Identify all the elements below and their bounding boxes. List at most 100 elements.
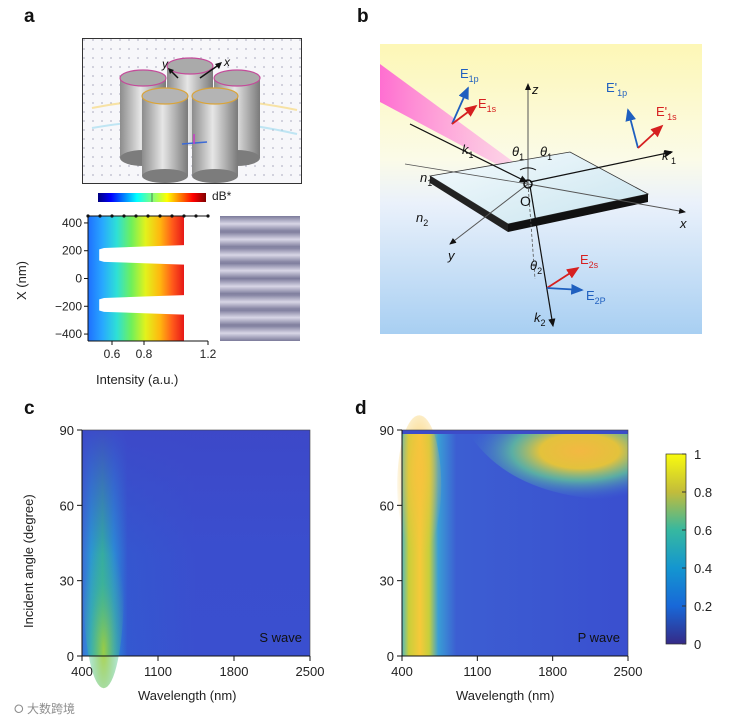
colorbar-d-tick-label: 0.8: [694, 485, 712, 500]
profile-xtick-label: 0.6: [104, 347, 121, 361]
heatmap-d-ytick-label: 90: [380, 423, 394, 438]
heatmap-c-ytick-label: 90: [60, 423, 74, 438]
heatmap-c-ytick-label: 30: [60, 574, 74, 589]
heatmap-c-xtick-label: 1800: [220, 664, 249, 679]
y-axis: [449, 183, 529, 245]
label-n1: n1: [420, 170, 432, 188]
field-stripe: [220, 278, 300, 295]
colorbar-d-tick-label: 1: [694, 447, 701, 462]
heatmap-d-xtick-label: 1100: [463, 664, 491, 679]
d-xlabel: Wavelength (nm): [456, 688, 555, 703]
c-ylabel: Incident angle (degree): [21, 494, 36, 628]
heatmap-d-ytick-label: 30: [380, 574, 394, 589]
profile-ytick-label: −400: [55, 327, 82, 341]
label-n2: n2: [416, 210, 428, 228]
label-E1p: E1p: [460, 66, 479, 84]
colorbar-d-tick-label: 0.6: [694, 523, 712, 538]
field-stripe: [220, 231, 300, 248]
panel-label-b: b: [357, 6, 369, 27]
heatmap-d-topedge: [402, 430, 628, 434]
label-z: z: [531, 82, 539, 97]
field-stripe: [220, 216, 300, 232]
label-Ep1s: E'1s: [656, 104, 677, 122]
profile-top-marker: [110, 214, 114, 218]
heatmap-d-highangle: [466, 430, 628, 501]
field-stripe: [220, 325, 300, 341]
profile-top-marker: [206, 214, 210, 218]
label-k2: k2: [534, 310, 546, 328]
label-y: y: [447, 248, 456, 263]
colorbar-a: [98, 193, 206, 202]
E2p-arrow: [546, 283, 584, 295]
k1-reflected-ray: [529, 149, 674, 183]
k1-ray: [409, 123, 529, 183]
field-stripe: [220, 262, 300, 279]
panel-label-c: c: [24, 398, 35, 419]
profile-chart: 400 200 0 −200 −400 0.6 0.8 1.2: [55, 214, 300, 361]
heatmaps-figure: 1 0.8 0.6 0.4 0.2 0 0 30 60 90 400 1100 1800 2500 S w…: [60, 415, 712, 689]
rod-axis-x: x: [223, 55, 231, 69]
k2-ray: [529, 185, 556, 328]
label-theta1a: θ1: [512, 144, 524, 162]
heatmap-d-xtick-label: 1800: [538, 664, 567, 679]
profile-ytick-label: 400: [62, 216, 82, 230]
profile-top-marker: [194, 214, 198, 218]
panel-label-a: a: [24, 6, 35, 27]
profile-ytick-label: −200: [55, 299, 82, 313]
profile-top-marker: [182, 214, 186, 218]
heatmap-d-ytick-label: 0: [387, 649, 394, 664]
profile-top-marker: [98, 214, 102, 218]
colorbar-d: [665, 453, 687, 645]
heatmap-c-xtick-label: 1100: [144, 664, 172, 679]
photonic-rods-render: y x: [82, 38, 302, 184]
watermark-icon: ⭘: [14, 702, 24, 716]
profile-xlabel: Intensity (a.u.): [96, 372, 179, 387]
profile-top-marker: [158, 214, 162, 218]
rod-axis-y: y: [161, 57, 169, 71]
panel-label-d: d: [355, 398, 367, 419]
field-stripe: [220, 247, 300, 263]
colorbar-d-tick-label: 0.2: [694, 599, 712, 614]
profile-fill: [88, 216, 184, 341]
label-E1s: E1s: [478, 96, 497, 114]
E1p-arrow: [451, 86, 469, 125]
x-axis: [527, 183, 686, 214]
heatmap-d-hotspot: [397, 415, 442, 556]
field-stripe: [220, 294, 300, 310]
profile-top-marker: [170, 214, 174, 218]
Ep1p-arrow: [625, 108, 639, 149]
colorbar-d-tick-label: 0: [694, 637, 701, 652]
c-xlabel: Wavelength (nm): [138, 688, 237, 703]
label-theta2: θ2: [530, 258, 542, 276]
heatmap-d-ytick-label: 60: [380, 498, 394, 513]
label-Ep1p: E'1p: [606, 80, 627, 98]
profile-ytick-label: 0: [75, 272, 82, 286]
label-k1: k1: [462, 142, 474, 160]
interface-diagram: E1p E1s k1 E'1p E'1s k'1 z θ1 θ1 n1 n2 O…: [380, 44, 702, 334]
profile-xtick-label: 0.8: [136, 347, 153, 361]
heatmap-d-xtick-label: 400: [391, 664, 413, 679]
heatmap-c-ytick-label: 60: [60, 498, 74, 513]
profile-top-marker: [86, 214, 90, 218]
label-origin: O: [520, 193, 531, 209]
heatmap-c-xtick-label: 400: [71, 664, 93, 679]
label-x: x: [679, 216, 687, 231]
profile-top-marker: [122, 214, 126, 218]
heatmap-d-annotation: P wave: [578, 630, 620, 645]
heatmap-c-annotation: S wave: [259, 630, 302, 645]
label-E2s: E2s: [580, 252, 599, 270]
colorbar-d-tick-label: 0.4: [694, 561, 712, 576]
Ep1s-arrow: [637, 124, 664, 149]
watermark-logo: ⭘ 大数跨境: [14, 700, 75, 717]
label-theta1b: θ1: [540, 144, 552, 162]
profile-top-marker: [146, 214, 150, 218]
label-kp1: k'1: [662, 148, 676, 166]
heatmap-c-ytick-label: 0: [67, 649, 74, 664]
label-E2p: E2P: [586, 288, 606, 306]
E2s-arrow: [546, 267, 580, 289]
watermark-text: 大数跨境: [26, 702, 75, 716]
profile-top-marker: [134, 214, 138, 218]
field-stripe: [220, 309, 300, 326]
E1s-arrow: [451, 104, 478, 125]
incident-beam: [380, 64, 530, 182]
